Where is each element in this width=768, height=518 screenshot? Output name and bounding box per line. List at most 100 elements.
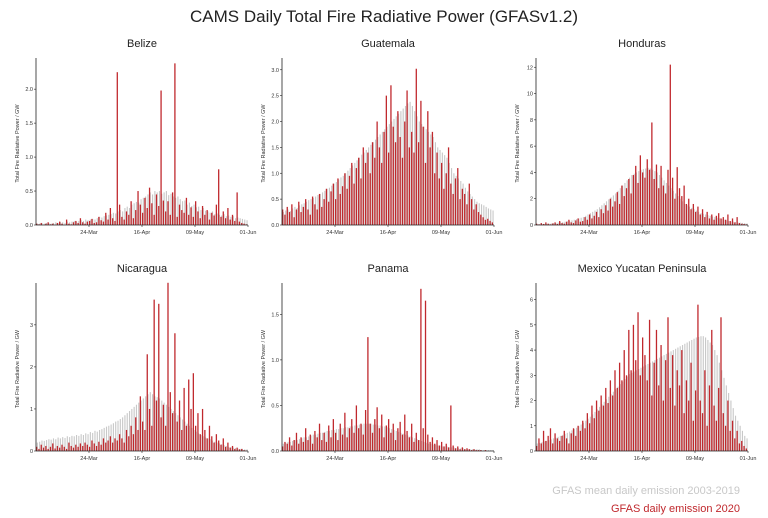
mean-bar — [303, 437, 305, 451]
emission-bar — [589, 214, 591, 225]
emission-bar — [484, 219, 487, 225]
emission-bar — [711, 214, 713, 225]
emission-bar — [316, 209, 318, 225]
mean-bar — [411, 105, 413, 225]
emission-bar — [49, 446, 52, 451]
emission-bar — [337, 178, 339, 225]
mean-bar — [202, 436, 204, 451]
mean-bar — [633, 371, 635, 451]
panel-honduras: Honduras Total Fire Radiative Power / GW 0… — [515, 38, 756, 236]
emission-bar — [445, 173, 447, 225]
emission-bar — [628, 178, 630, 225]
emission-bar — [318, 193, 321, 225]
mean-bar — [128, 208, 131, 225]
mean-bar — [478, 449, 480, 451]
emission-bar — [52, 223, 54, 225]
emission-bar — [95, 445, 98, 451]
mean-bar — [578, 218, 580, 225]
emission-bar — [137, 429, 139, 451]
mean-bar — [195, 207, 197, 225]
x-tick-label: 24-Mar — [580, 230, 598, 236]
mean-bar — [695, 210, 697, 225]
emission-bar — [293, 440, 295, 451]
mean-bar — [423, 441, 425, 451]
panel-title-nicaragua: Nicaragua — [117, 263, 168, 275]
mean-bar — [101, 429, 103, 451]
emission-bar — [70, 445, 72, 451]
emission-bar — [183, 212, 185, 225]
mean-bar — [675, 193, 677, 225]
emission-bar — [536, 223, 538, 225]
emission-bar — [206, 438, 208, 451]
mean-bar — [163, 192, 165, 225]
emission-bar — [559, 440, 561, 451]
mean-bar — [223, 214, 225, 225]
mean-bar — [652, 169, 654, 225]
mean-bar — [43, 440, 45, 451]
emission-bar — [47, 222, 49, 225]
mean-bar — [688, 206, 690, 225]
emission-bar — [165, 211, 167, 225]
mean-bar — [552, 438, 555, 451]
mean-bar — [131, 408, 133, 451]
mean-bar — [140, 400, 142, 451]
mean-bar — [96, 218, 98, 225]
mean-bar — [439, 445, 441, 451]
mean-bar — [218, 214, 220, 225]
emission-bar — [658, 385, 660, 451]
emission-bar — [208, 425, 211, 451]
mean-bar — [230, 216, 232, 225]
mean-bar — [718, 218, 720, 225]
emission-bar — [547, 435, 549, 451]
emission-bar — [676, 370, 678, 451]
mean-bar — [432, 444, 434, 451]
emission-bar — [591, 218, 593, 225]
series-2020-nicaragua — [36, 282, 247, 451]
mean-bar — [301, 204, 303, 225]
mean-bar — [681, 345, 684, 451]
x-tick-label: 16-Apr — [634, 230, 651, 236]
emission-bar — [688, 198, 690, 225]
mean-bar — [723, 219, 725, 225]
mean-bar — [168, 406, 170, 451]
emission-bar — [61, 444, 63, 451]
mean-bar — [728, 221, 730, 225]
mean-bar — [645, 365, 647, 451]
mean-bar — [124, 415, 126, 451]
emission-bar — [171, 192, 174, 225]
emission-bar — [600, 395, 602, 451]
emission-bar — [77, 446, 79, 451]
mean-bar — [592, 414, 594, 451]
mean-bar — [115, 213, 117, 225]
emission-bar — [227, 442, 229, 451]
mean-bar — [140, 199, 142, 225]
mean-bar — [421, 124, 423, 225]
mean-bar — [594, 411, 596, 451]
mean-bar — [557, 436, 559, 451]
emission-bar — [146, 354, 148, 451]
emission-bar — [102, 438, 105, 451]
mean-bar — [543, 441, 545, 451]
emission-bar — [718, 213, 720, 225]
mean-bar — [455, 175, 457, 225]
mean-bar — [587, 214, 589, 225]
emission-bar — [466, 448, 468, 451]
mean-bar — [241, 218, 243, 225]
emission-bar — [568, 219, 570, 225]
x-tick-label: 01-Jun — [486, 230, 503, 236]
mean-bar — [349, 426, 351, 451]
emission-bar — [376, 407, 378, 451]
y-tick-label: 0.0 — [271, 449, 279, 455]
mean-bar — [656, 172, 658, 225]
emission-bar — [646, 380, 648, 451]
mean-bar — [642, 366, 644, 451]
mean-bar — [209, 212, 211, 225]
emission-bar — [109, 436, 112, 451]
mean-bar — [48, 439, 50, 451]
mean-bar — [723, 377, 725, 451]
mean-bar — [52, 438, 55, 451]
emission-bar — [381, 414, 383, 451]
emission-bar — [616, 192, 618, 225]
mean-bar — [610, 394, 612, 451]
mean-bar — [409, 436, 411, 451]
